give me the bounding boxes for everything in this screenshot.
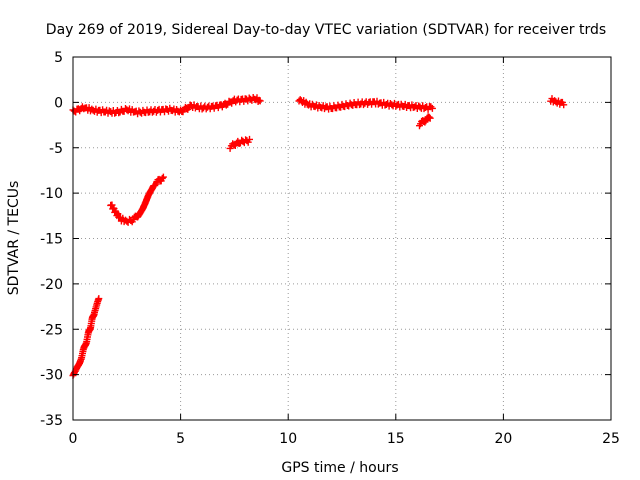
y-tick-label: 5	[54, 50, 63, 66]
x-tick-label: 10	[279, 431, 297, 447]
x-tick-label: 20	[494, 431, 512, 447]
y-tick-label: -15	[40, 232, 63, 248]
y-tick-label: 0	[54, 95, 63, 111]
series-pass-7	[547, 95, 568, 109]
y-tick-label: -5	[49, 141, 63, 157]
y-tick-label: -20	[40, 277, 63, 293]
x-tick-label: 15	[387, 431, 405, 447]
series-pass-1	[69, 295, 103, 379]
x-tick-label: 25	[602, 431, 620, 447]
series-pass-4	[226, 135, 253, 152]
series-pass-2	[107, 173, 167, 226]
data-point-markers	[69, 94, 264, 118]
series-pass-5	[295, 96, 436, 113]
data-point-markers	[416, 113, 434, 130]
y-tick-label: -10	[40, 186, 63, 202]
data-point-markers	[295, 96, 436, 113]
axis-ticks: 0 5 10 15 20 25 -35 -30 -25 -20 -15 -10 -5 0 5	[40, 50, 620, 447]
series-pass-6	[416, 113, 434, 130]
y-axis-label: SDTVAR / TECUs	[6, 181, 22, 296]
y-tick-label: -35	[40, 413, 63, 429]
data-point-markers	[69, 295, 103, 379]
y-tick-label: -25	[40, 322, 63, 338]
data-point-markers	[107, 173, 167, 226]
data-point-markers	[547, 95, 568, 109]
data-traces	[69, 94, 568, 379]
series-pass-3	[69, 94, 264, 118]
x-tick-label: 5	[176, 431, 185, 447]
x-tick-label: 0	[69, 431, 78, 447]
chart-title: Day 269 of 2019, Sidereal Day-to-day VTE…	[46, 22, 606, 38]
x-axis-label: GPS time / hours	[281, 460, 398, 476]
data-point-markers	[226, 135, 253, 152]
y-tick-label: -30	[40, 368, 63, 384]
